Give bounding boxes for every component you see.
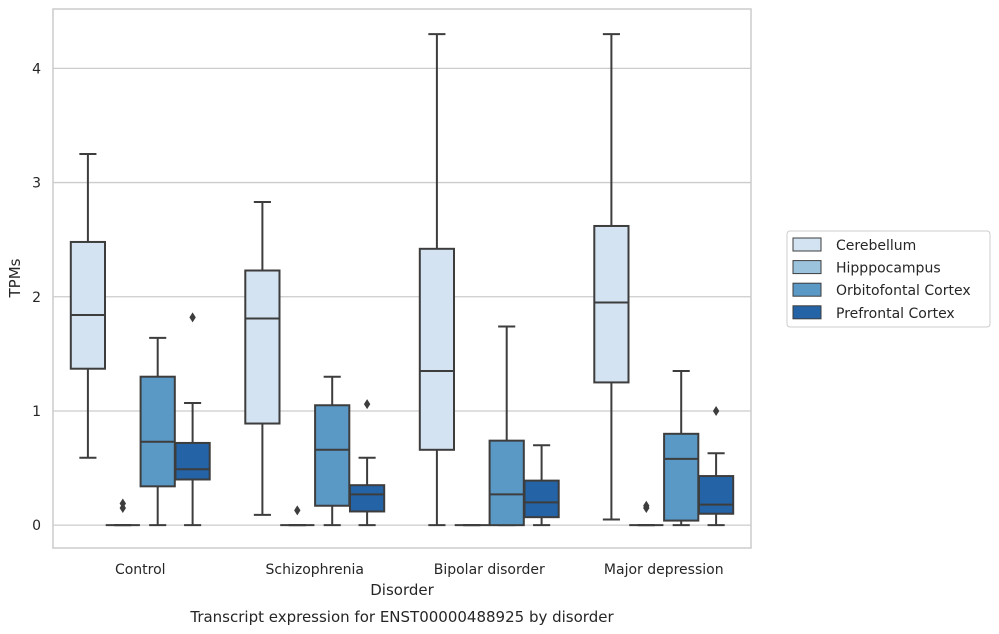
legend-label: Prefrontal Cortex [836,306,955,322]
y-ticks: 0 1 2 3 4 [32,61,41,534]
box-body [663,432,700,522]
legend-label: Hipppocampus [836,261,941,277]
y-tick-label-2: 2 [32,290,41,306]
box-2-0 [418,33,456,527]
box-body [69,240,107,370]
box-2-2 [488,325,525,527]
box-0-3 [174,312,211,527]
outlier-1 [119,498,126,509]
x-tick-label-0: Control [115,562,166,578]
box-3-2 [663,369,700,527]
y-tick-label-4: 4 [32,61,41,77]
y-tick-label-3: 3 [32,176,41,192]
y-tick-label-0: 0 [32,518,41,534]
outlier-0 [712,405,720,416]
x-tick-label-1: Schizophrenia [266,562,364,578]
box-3-3 [697,405,735,527]
legend-item-1: Hipppocampus [792,260,941,277]
box-0-0 [69,153,107,459]
legend-label: Orbitofontal Cortex [836,283,971,299]
box-1-0 [244,200,281,516]
legend-swatch [792,282,822,297]
box-0-2 [139,336,176,527]
legend-item-2: Orbitofontal Cortex [792,282,971,299]
outlier-1 [643,500,650,511]
box-body [523,479,560,519]
legend-frame [786,230,991,328]
box-3-0 [593,33,630,521]
legend: Cerebellum Hipppocampus Orbitofontal Corte… [786,230,991,328]
box-1-2 [314,375,351,527]
box-body [139,375,176,488]
box-0-1 [105,498,140,527]
chart-caption: Transcript expression for ENST0000048892… [189,608,614,626]
box-body [314,404,351,507]
legend-swatch [792,260,822,275]
legend-swatch [792,237,822,252]
box-body [174,441,211,481]
outlier-0 [363,399,371,410]
boxes [69,33,735,527]
outlier-0 [189,312,196,323]
legend-item-0: Cerebellum [792,237,916,254]
x-ticks: Control Schizophrenia Bipolar disorder Majo… [115,562,724,578]
legend-swatch [792,305,822,320]
box-2-3 [523,444,560,527]
y-axis-label: TPMs [6,258,24,298]
legend-label: Cerebellum [836,238,916,254]
box-body [348,484,386,513]
box-body [593,224,630,384]
box-body [697,475,735,515]
legend-item-3: Prefrontal Cortex [792,305,955,322]
y-tick-label-1: 1 [32,404,41,420]
box-1-1 [280,505,315,527]
plot-frame [52,8,752,549]
box-body [418,247,456,451]
x-tick-label-3: Major depression [604,562,724,578]
box-body [244,269,281,425]
outlier-0 [294,505,301,516]
box-body [488,439,525,527]
box-1-3 [348,399,386,527]
box-3-1 [629,500,664,527]
x-axis-label: Disorder [370,581,434,599]
x-tick-label-2: Bipolar disorder [434,562,545,578]
